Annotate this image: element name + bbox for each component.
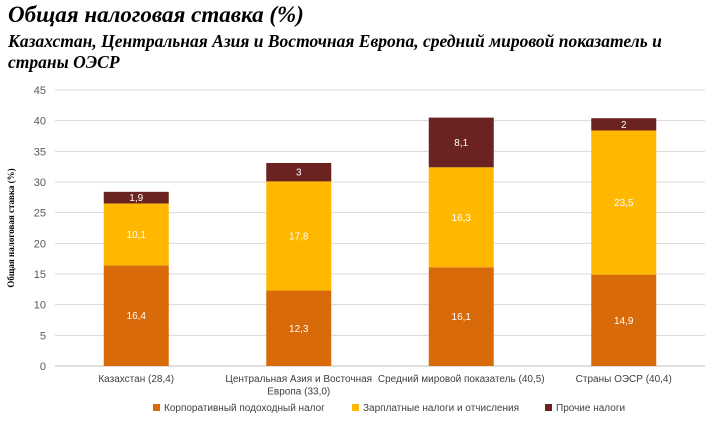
data-label: 16,4 — [127, 311, 147, 322]
bar-segment — [591, 118, 657, 131]
bar-segment — [428, 117, 494, 168]
legend-label: Прочие налоги — [556, 403, 625, 414]
chart-subtitle: Казахстан, Центральная Азия и Восточная … — [8, 31, 662, 72]
y-tick-label: 35 — [34, 146, 46, 158]
bar-segment — [428, 267, 494, 366]
x-tick-label: Европа (33,0) — [267, 387, 330, 398]
legend-swatch — [545, 404, 552, 411]
bar-segment — [103, 265, 169, 366]
legend-swatch — [153, 404, 160, 411]
bar-segment — [266, 290, 332, 366]
bar-segment — [266, 162, 332, 182]
y-tick-label: 20 — [34, 238, 46, 250]
legend-label: Корпоративный подоходный налог — [164, 403, 325, 414]
y-tick-label: 30 — [34, 177, 46, 189]
data-label: 12,3 — [289, 324, 309, 335]
data-label: 2 — [621, 120, 627, 131]
y-tick-label: 45 — [34, 85, 46, 97]
data-label: 14,9 — [614, 316, 634, 327]
data-label: 17,8 — [289, 231, 309, 242]
bar-segment — [103, 191, 169, 204]
bar-segment — [266, 181, 332, 291]
legend: Корпоративный подоходный налог Зарплатные… — [153, 403, 625, 414]
bar-segment — [591, 130, 657, 275]
data-label: 23,5 — [614, 198, 634, 209]
bars: 16,4 10,1 1,9 12,3 17,8 3 16,1 16,3 8,1 14,9 23,5 2 — [103, 117, 657, 366]
bar-segment — [591, 274, 657, 366]
chart-title: Общая налоговая ставка (%) — [8, 2, 304, 27]
bar-segment — [428, 167, 494, 268]
y-tick-label: 5 — [40, 330, 46, 342]
y-tick-label: 40 — [34, 116, 46, 128]
data-label: 3 — [296, 168, 302, 179]
y-axis-ticks: 0 5 10 15 20 25 30 35 40 45 — [34, 85, 46, 373]
data-label: 16,3 — [452, 213, 472, 224]
x-tick-label: Центральная Азия и Восточная — [225, 374, 372, 385]
x-tick-label: Страны ОЭСР (40,4) — [576, 374, 672, 385]
stacked-bar-chart: 0 5 10 15 20 25 30 35 40 45 Общая налоговая ставк… — [6, 85, 705, 414]
y-tick-label: 25 — [34, 208, 46, 220]
x-axis-labels: Казахстан (28,4) Центральная Азия и Восто… — [98, 374, 671, 398]
data-label: 16,1 — [452, 312, 472, 323]
y-tick-label: 10 — [34, 300, 46, 312]
bar-segment — [103, 203, 169, 266]
x-tick-label: Средний мировой показатель (40,5) — [378, 374, 545, 385]
x-tick-label: Казахстан (28,4) — [98, 374, 174, 385]
legend-label: Зарплатные налоги и отчисления — [363, 403, 519, 414]
data-label: 8,1 — [454, 138, 468, 149]
y-tick-label: 0 — [40, 361, 46, 373]
data-label: 1,9 — [129, 193, 143, 204]
y-tick-label: 15 — [34, 269, 46, 281]
y-axis-label: Общая налоговая ставка (%) — [6, 168, 16, 287]
data-label: 10,1 — [127, 230, 147, 241]
legend-swatch — [352, 404, 359, 411]
